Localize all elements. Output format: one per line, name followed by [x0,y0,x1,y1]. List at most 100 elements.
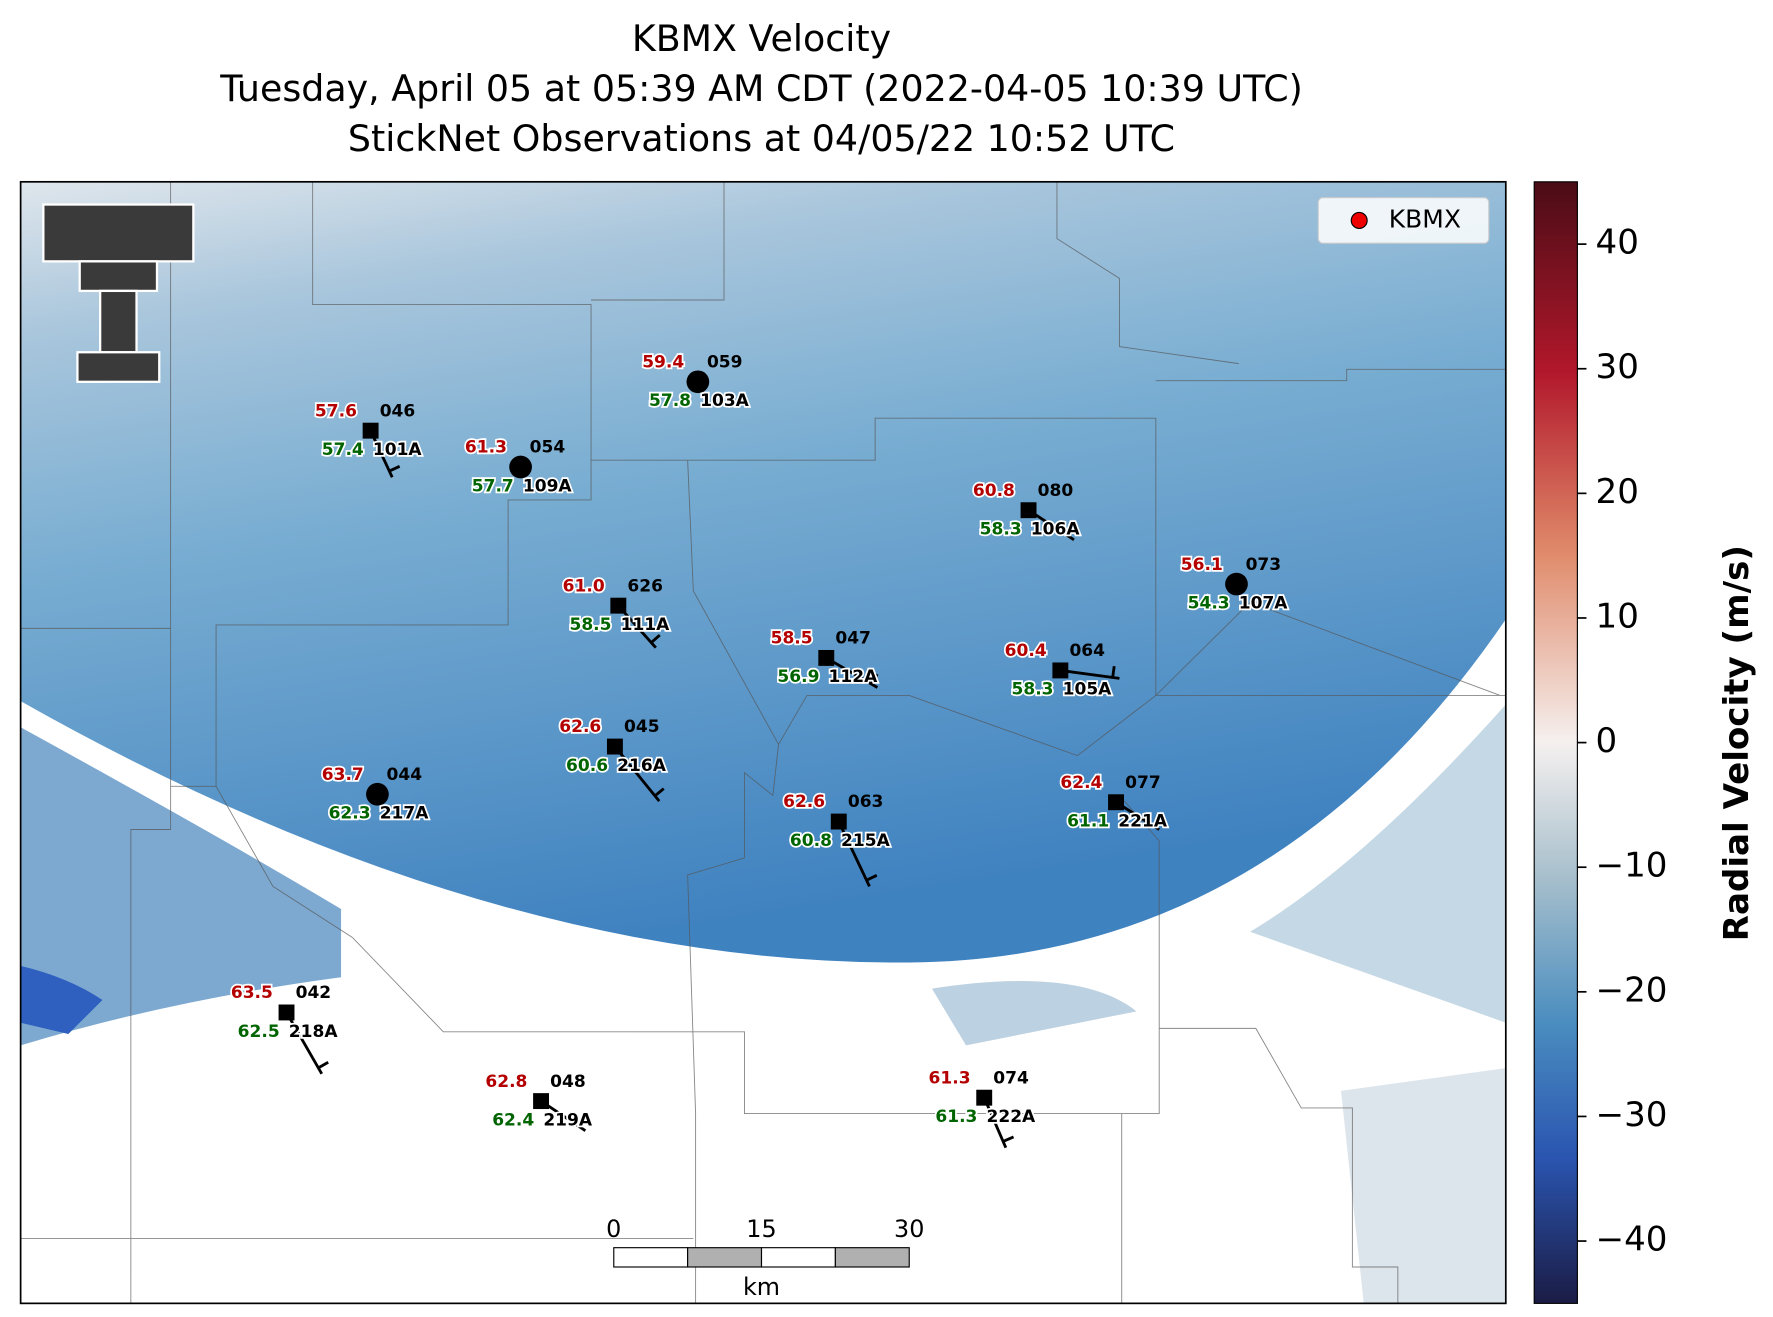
station: 61.3 074 61.3 222A [927,1067,1038,1149]
probe-id: 217A [380,804,430,824]
station-id: 064 [1069,641,1105,661]
wind-barb [982,1097,1008,1149]
county-lines [20,181,1506,1304]
legend: KBMX [1317,197,1490,244]
station-marker [686,370,710,394]
wind-barb-flag [317,1061,329,1070]
probe-id: 219A [543,1110,593,1130]
station-marker [278,1004,295,1021]
colorbar-tick-label: 0 [1596,721,1618,761]
title-line: StickNet Observations at 04/05/22 10:52 … [348,117,1175,160]
station-marker [362,422,379,439]
station-marker [976,1089,993,1106]
station: 60.8 080 58.3 106A [971,479,1082,541]
colorbar-tick-label: −30 [1596,1095,1668,1135]
station-marker [610,597,627,614]
probe-id: 216A [617,756,667,776]
wind-barb-flag [650,633,661,644]
dewpoint: 60.8 [790,831,832,851]
dewpoint: 60.6 [566,756,608,776]
probe-id: 112A [829,667,879,687]
station-id: 042 [296,983,332,1003]
wind-barb-flag [870,673,879,685]
scale-segment [613,1247,689,1268]
scale-label: 30 [894,1215,924,1243]
temperature: 61.0 [563,576,605,596]
scale-segment [760,1247,836,1268]
temperature: 56.1 [1181,555,1223,575]
dewpoint: 62.5 [238,1022,280,1042]
temperature: 58.5 [771,629,813,649]
wind-barb-flag [1111,666,1116,678]
radar-echo [1250,704,1506,1023]
station-marker [366,782,389,806]
station: 62.8 048 62.4 219A [484,1070,595,1132]
station-id: 045 [624,717,660,737]
station: 57.6 046 57.4 101A [313,400,424,478]
colorbar-tick-label: −10 [1596,846,1668,886]
wind-barb [1060,669,1120,680]
wind-barb [837,820,871,887]
temperature: 62.6 [559,717,601,737]
station-marker [818,649,835,666]
colorbar-label: Radial Velocity (m/s) [1717,545,1757,941]
colorbar-tick-label: −40 [1596,1220,1668,1260]
station: 60.4 064 58.3 105A [1003,639,1120,701]
station-marker [606,738,623,755]
dewpoint: 58.5 [569,615,611,635]
probe-id: 106A [1031,520,1081,540]
temperature: 60.4 [1005,641,1047,661]
radar-echo [20,181,1506,963]
temperature: 62.6 [783,792,825,812]
station-marker [1020,502,1037,519]
temperature: 59.4 [642,352,684,372]
dewpoint: 62.3 [329,804,371,824]
scale-bar: 0 15 30 km [606,1215,924,1301]
stations: 57.6 046 57.4 101A 61.3 054 57.7 109A 59.4 059 57.… [229,351,1290,1149]
station-marker [1108,794,1124,811]
station-id: 074 [993,1068,1029,1088]
probe-id: 103A [700,391,750,411]
station: 58.5 047 56.9 112A [769,627,880,689]
station: 61.3 054 57.7 109A [463,436,574,498]
map-area [20,181,1506,1304]
station: 62.6 045 60.6 216A [558,716,668,803]
temperature: 63.7 [322,765,364,785]
dewpoint: 61.3 [935,1107,977,1127]
probe-id: 111A [621,615,671,635]
probe-id: 215A [841,831,891,851]
colorbar-tick-label: 10 [1596,596,1639,636]
temperature: 63.5 [231,983,273,1003]
station-id: 073 [1246,555,1282,575]
station-id: 048 [550,1072,586,1092]
station-id: 046 [380,401,416,421]
temperature: 61.3 [465,438,507,458]
radar-echo [20,965,103,1035]
station-id: 063 [848,792,884,812]
temperature: 62.8 [485,1072,527,1092]
map-frame [19,180,1507,1305]
probe-id: 109A [523,476,573,496]
station-marker [533,1093,550,1110]
colorbar [1533,181,1578,1304]
legend-marker [1350,211,1368,229]
temperature: 57.6 [315,401,357,421]
dewpoint: 57.4 [322,440,364,460]
station: 59.4 059 57.8 103A [640,351,751,413]
station-id: 054 [530,438,566,458]
dewpoint: 62.4 [492,1110,534,1130]
station-marker [1052,662,1069,679]
scale-segment [687,1247,763,1268]
colorbar-tick-label: −20 [1596,970,1668,1010]
scale-label: 15 [746,1215,776,1243]
wind-barb-flag [1152,815,1161,827]
station: 63.7 044 62.3 217A [320,763,431,825]
wind-barb-flag [1002,1135,1015,1143]
logo [42,203,195,383]
dewpoint: 57.7 [472,476,514,496]
temperature: 60.8 [973,481,1015,501]
probe-id: 105A [1063,680,1113,700]
probe-id: 222A [986,1107,1036,1127]
title-line: KBMX Velocity [632,17,891,60]
